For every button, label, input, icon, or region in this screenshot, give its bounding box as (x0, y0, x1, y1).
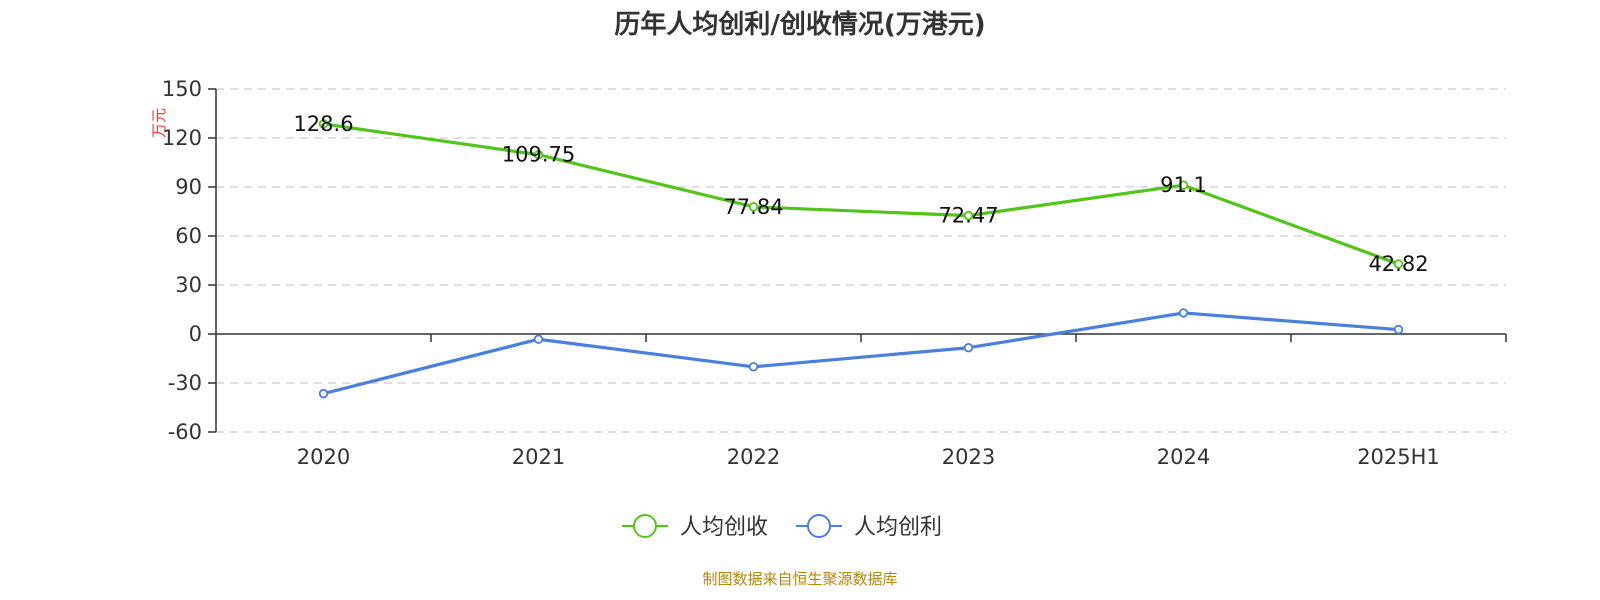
data-point (963, 343, 974, 353)
data-label: 72.47 (938, 204, 998, 228)
data-point (748, 362, 759, 372)
data-label: 77.84 (723, 195, 783, 219)
legend[interactable]: 人均创收 人均创利 (622, 514, 942, 540)
data-label: 128.6 (293, 112, 353, 136)
grid-lines (216, 88, 1506, 433)
x-tick-label: 2024 (1157, 445, 1210, 469)
legend-marker (807, 514, 831, 538)
data-point (963, 210, 974, 221)
x-tick-label: 2025H1 (1357, 445, 1440, 469)
data-point (318, 388, 329, 399)
data-point (533, 334, 544, 344)
data-labels: 128.6 109.75 77.84 72.47 91.1 42.82 (293, 112, 1428, 276)
x-tick-label: 2023 (942, 445, 995, 469)
data-point (1178, 180, 1189, 190)
data-point (318, 119, 329, 129)
data-label: 42.82 (1368, 252, 1428, 276)
data-label: 91.1 (1160, 173, 1207, 197)
legend-item-1[interactable]: 人均创收 (622, 514, 768, 540)
legend-item-2[interactable]: 人均创利 (796, 514, 942, 540)
x-tick-label: 2021 (512, 445, 565, 469)
y-tick-label: 120 (162, 126, 202, 150)
y-axis-label: 万元 (150, 108, 168, 138)
source-note: 制图数据来自恒生聚源数据库 (702, 570, 897, 588)
series-lines (318, 119, 1404, 399)
data-point (748, 202, 759, 212)
x-tick-label: 2022 (727, 445, 780, 469)
y-tick-label: 30 (175, 273, 202, 297)
y-tick-label: -60 (168, 420, 202, 444)
data-point (1393, 259, 1404, 269)
series-line-1 (323, 122, 1400, 266)
data-point (1393, 324, 1404, 335)
chart-title: 历年人均创利/创收情况(万港元) (614, 9, 985, 40)
data-point (533, 150, 544, 160)
axes: 150 120 90 60 30 0 -30 -60 2020 2021 2022 2023 2024 2… (162, 77, 1507, 469)
series-line-2 (323, 311, 1399, 396)
data-point (1178, 308, 1189, 318)
y-tick-label: 0 (189, 322, 202, 346)
legend-marker (633, 514, 657, 538)
data-label: 109.75 (502, 143, 575, 167)
y-tick-label: 90 (175, 175, 202, 199)
y-tick-label: 150 (162, 77, 202, 101)
legend-label: 人均创收 (680, 515, 768, 540)
legend-label: 人均创利 (854, 515, 942, 540)
y-tick-label: -30 (168, 371, 202, 395)
y-tick-label: 60 (175, 224, 202, 248)
x-tick-label: 2020 (297, 445, 350, 469)
